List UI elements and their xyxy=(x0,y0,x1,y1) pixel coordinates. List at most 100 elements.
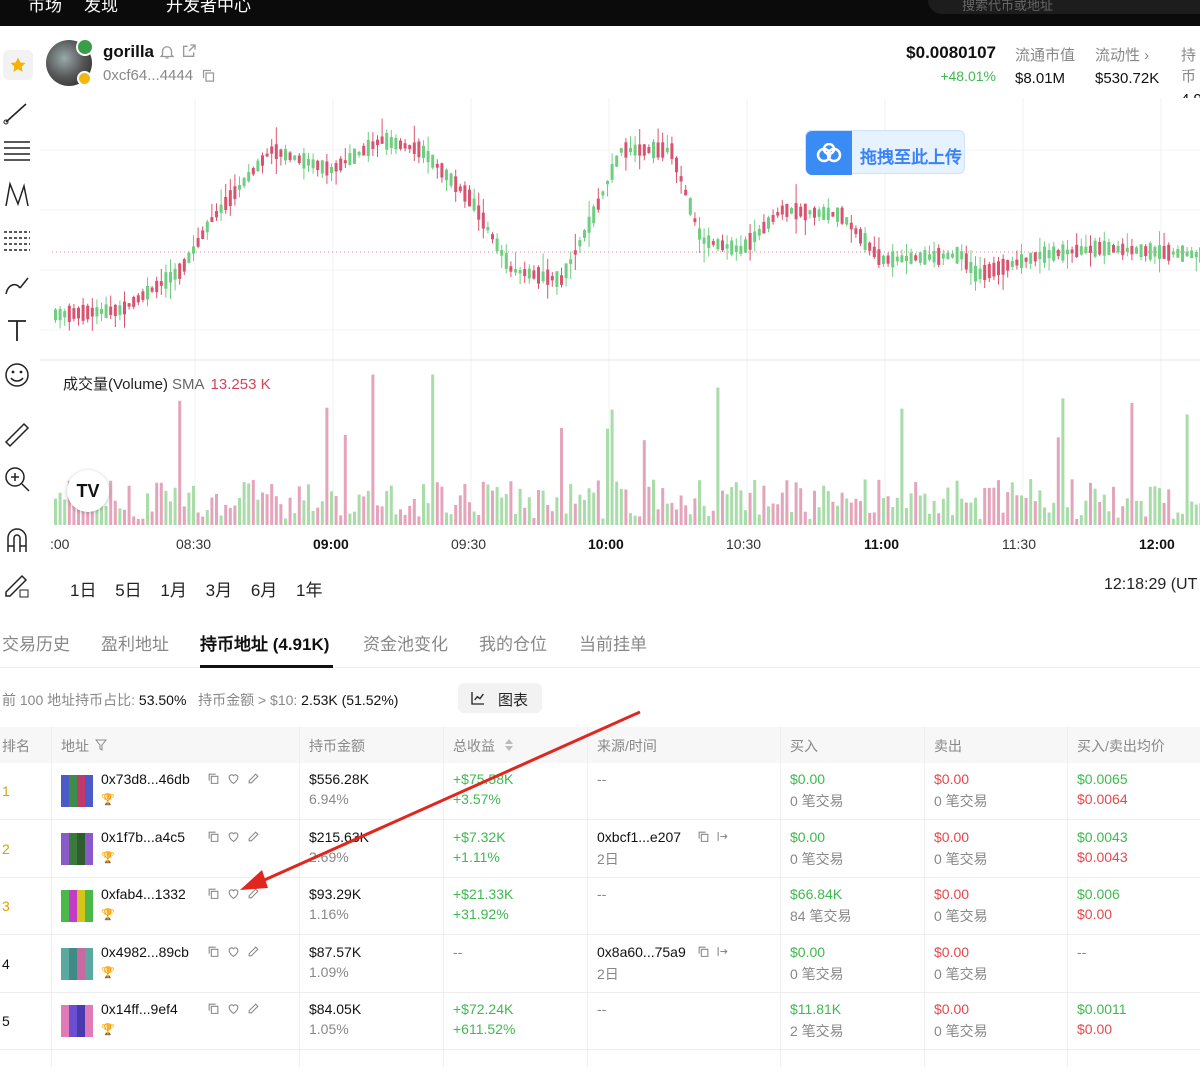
search-input[interactable]: 搜索代币或地址 xyxy=(928,0,1200,14)
avg-buy-price: $0.0043 xyxy=(1077,828,1128,845)
range-6m[interactable]: 6月 xyxy=(250,581,278,600)
holder-address[interactable]: 0x4982...89cb xyxy=(101,943,189,960)
tab-profit-addresses[interactable]: 盈利地址 xyxy=(101,635,169,654)
volume-bar xyxy=(629,513,632,525)
volume-bar xyxy=(937,513,941,525)
tab-my-positions[interactable]: 我的仓位 xyxy=(479,635,547,654)
edit-icon[interactable] xyxy=(247,945,260,958)
magnet-icon[interactable] xyxy=(2,526,32,556)
table-row[interactable]: 1 0x73d8...46db 🏆 $556.28K 6.94% +$75.58… xyxy=(0,763,1200,820)
tab-holders[interactable]: 持币地址 (4.91K) xyxy=(200,635,330,654)
volume-bar xyxy=(334,496,338,525)
copy-icon[interactable] xyxy=(207,887,220,900)
range-5d[interactable]: 5日 xyxy=(115,581,142,600)
source-address[interactable]: 0x8a60...75a9 xyxy=(597,943,686,960)
candle xyxy=(440,163,444,178)
range-1y[interactable]: 1年 xyxy=(296,581,323,600)
holder-address[interactable]: 0x14ff...9ef4 xyxy=(101,1001,178,1017)
tab-pool-changes[interactable]: 资金池变化 xyxy=(363,635,448,654)
copy-icon[interactable] xyxy=(201,68,216,83)
holder-chart-button[interactable]: 图表 xyxy=(458,683,542,713)
source-address[interactable]: -- xyxy=(597,771,607,787)
emoji-icon[interactable] xyxy=(2,360,32,390)
tab-open-orders[interactable]: 当前挂单 xyxy=(579,635,647,654)
nav-discover[interactable]: 发现 xyxy=(84,0,118,15)
holder-address[interactable]: 0x73d8...46db xyxy=(101,771,190,787)
volume-bar xyxy=(1056,437,1060,525)
candle xyxy=(1116,245,1120,253)
copy-icon[interactable] xyxy=(207,772,220,785)
goto-icon[interactable] xyxy=(716,945,729,958)
trendline-icon[interactable] xyxy=(2,98,32,128)
horizontal-lines-icon[interactable] xyxy=(2,136,32,166)
volume-bar xyxy=(978,518,982,525)
volume-bar xyxy=(173,487,177,525)
holder-address[interactable]: 0xfab4...1332 xyxy=(101,886,186,902)
table-row[interactable]: 2 0x1f7b...a4c5 🏆 $215.63K 2.69% +$7.32K… xyxy=(0,821,1200,878)
holding-percent: 1.05% xyxy=(309,1021,349,1037)
source-address[interactable]: -- xyxy=(597,1001,607,1017)
volume-bar xyxy=(1066,507,1069,525)
lock-drawings-icon[interactable] xyxy=(2,570,32,600)
table-row[interactable]: 5 0x14ff...9ef4 🏆 $84.05K 1.05% +$72.24K… xyxy=(0,993,1200,1050)
goto-icon[interactable] xyxy=(716,830,729,843)
nav-developer[interactable]: 开发者中心 xyxy=(166,0,251,15)
source-address[interactable]: 0xbcf1...e207 xyxy=(597,828,682,845)
pattern-icon[interactable] xyxy=(2,180,32,210)
table-row[interactable]: 4 0x4982...89cb 🏆 $87.57K 1.09% -- 0x8a6… xyxy=(0,936,1200,993)
range-1d[interactable]: 1日 xyxy=(70,581,97,600)
heart-icon[interactable] xyxy=(227,772,240,785)
edit-icon[interactable] xyxy=(247,887,260,900)
candle xyxy=(127,303,131,307)
copy-icon[interactable] xyxy=(207,945,220,958)
candle xyxy=(1033,252,1037,262)
volume-bar xyxy=(54,498,57,525)
tradingview-logo-icon[interactable]: TV xyxy=(67,470,109,512)
candle xyxy=(739,245,743,254)
copy-icon[interactable] xyxy=(207,1002,220,1015)
stat-liquidity[interactable]: 流动性 › $530.72K xyxy=(1095,44,1159,87)
source-address[interactable]: -- xyxy=(597,886,607,902)
heart-icon[interactable] xyxy=(227,830,240,843)
candle xyxy=(955,246,959,264)
heart-icon[interactable] xyxy=(227,945,240,958)
heart-icon[interactable] xyxy=(227,887,240,900)
volume-bar xyxy=(270,484,274,525)
volume-bar xyxy=(670,502,674,525)
edit-icon[interactable] xyxy=(247,772,260,785)
range-3m[interactable]: 3月 xyxy=(205,581,233,600)
volume-bar xyxy=(435,482,439,525)
table-row[interactable]: 3 0xfab4...1332 🏆 $93.29K 1.16% +$21.33K… xyxy=(0,878,1200,935)
zoom-in-icon[interactable] xyxy=(2,464,32,494)
sort-icon[interactable] xyxy=(504,738,514,752)
candle xyxy=(537,267,540,284)
candle xyxy=(757,228,761,236)
heart-icon[interactable] xyxy=(227,1002,240,1015)
copy-icon[interactable] xyxy=(697,830,710,843)
holders-label: 持币金额 > $10: xyxy=(198,692,298,708)
edit-icon[interactable] xyxy=(247,830,260,843)
filter-icon[interactable] xyxy=(95,739,107,751)
upload-dropzone[interactable]: 拖拽至此上传 xyxy=(805,130,965,175)
col-pnl[interactable]: 总收益 xyxy=(453,738,495,754)
volume-bar xyxy=(872,512,876,525)
range-1m[interactable]: 1月 xyxy=(160,581,187,600)
fib-icon[interactable] xyxy=(2,226,32,256)
nav-market[interactable]: 市场 xyxy=(28,0,62,15)
favorite-button[interactable] xyxy=(3,50,33,80)
price-chart[interactable] xyxy=(0,98,1200,562)
tab-trade-history[interactable]: 交易历史 xyxy=(2,635,70,654)
edit-icon[interactable] xyxy=(247,1002,260,1015)
source-time: 2日 xyxy=(597,850,619,867)
bell-icon[interactable] xyxy=(158,43,176,61)
rank: 1 xyxy=(2,783,10,799)
copy-icon[interactable] xyxy=(207,830,220,843)
share-icon[interactable] xyxy=(181,43,197,59)
copy-icon[interactable] xyxy=(697,945,710,958)
brush-icon[interactable] xyxy=(2,270,32,300)
text-tool-icon[interactable] xyxy=(2,316,32,346)
volume-title: 成交量(Volume) xyxy=(63,376,169,393)
ruler-icon[interactable] xyxy=(2,420,32,450)
candle xyxy=(311,159,315,169)
holder-address[interactable]: 0x1f7b...a4c5 xyxy=(101,828,186,845)
